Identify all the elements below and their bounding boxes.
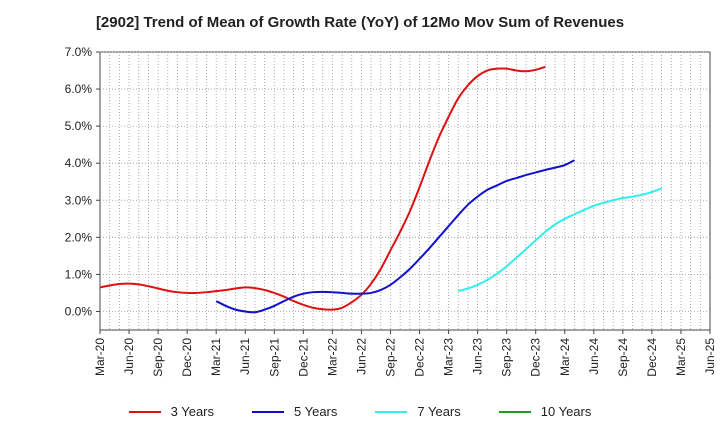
y-tick-label: 2.0% xyxy=(65,230,93,244)
legend-label: 7 Years xyxy=(417,404,461,419)
x-tick-label: Jun-21 xyxy=(238,338,252,375)
legend-item-7-years: 7 Years xyxy=(375,404,461,419)
legend-item-10-years: 10 Years xyxy=(498,404,592,419)
x-tick-label: Sep-20 xyxy=(151,338,165,377)
y-tick-label: 3.0% xyxy=(65,193,93,207)
x-tick-label: Sep-24 xyxy=(616,338,630,377)
legend-swatch xyxy=(252,410,284,413)
x-tick-label: Jun-22 xyxy=(354,338,368,375)
y-tick-label: 1.0% xyxy=(65,267,93,281)
x-tick-label: Jun-20 xyxy=(122,338,136,375)
legend-item-5-years: 5 Years xyxy=(252,404,337,419)
x-tick-label: Dec-24 xyxy=(645,338,659,377)
legend-item-3-years: 3 Years xyxy=(128,404,214,419)
x-tick-label: Sep-23 xyxy=(500,338,514,377)
x-tick-label: Dec-20 xyxy=(180,338,194,377)
x-tick-label: Jun-25 xyxy=(703,338,717,375)
x-tick-label: Mar-25 xyxy=(674,338,688,376)
legend-swatch xyxy=(128,410,161,413)
legend-swatch xyxy=(498,410,531,413)
y-tick-label: 5.0% xyxy=(65,119,93,133)
x-tick-label: Mar-23 xyxy=(442,338,456,376)
x-tick-label: Jun-23 xyxy=(471,338,485,375)
chart-title: [2902] Trend of Mean of Growth Rate (YoY… xyxy=(95,14,625,31)
y-tick-label: 6.0% xyxy=(65,82,93,96)
x-tick-label: Mar-21 xyxy=(209,338,223,376)
y-tick-label: 0.0% xyxy=(65,304,93,318)
x-tick-label: Mar-20 xyxy=(93,338,107,376)
x-tick-label: Sep-21 xyxy=(267,338,281,377)
x-tick-label: Dec-23 xyxy=(529,338,543,377)
x-tick-label: Mar-24 xyxy=(558,338,572,376)
series-line-5-years xyxy=(215,159,575,314)
legend-label: 5 Years xyxy=(294,404,338,419)
series-line-3-years xyxy=(99,65,546,311)
chart-legend: 3 Years 5 Years 7 Years 10 Years xyxy=(0,404,720,419)
y-tick-label: 4.0% xyxy=(65,156,93,170)
x-tick-label: Mar-22 xyxy=(325,338,339,376)
legend-label: 10 Years xyxy=(540,404,592,419)
legend-swatch xyxy=(375,410,408,413)
plot-area xyxy=(99,51,711,331)
y-tick-label: 7.0% xyxy=(65,45,93,59)
x-tick-label: Dec-21 xyxy=(296,338,310,377)
x-tick-label: Sep-22 xyxy=(383,338,397,377)
series-line-7-years xyxy=(457,187,662,293)
x-tick-label: Dec-22 xyxy=(413,338,427,377)
legend-label: 3 Years xyxy=(170,404,214,419)
x-tick-label: Jun-24 xyxy=(587,338,601,375)
